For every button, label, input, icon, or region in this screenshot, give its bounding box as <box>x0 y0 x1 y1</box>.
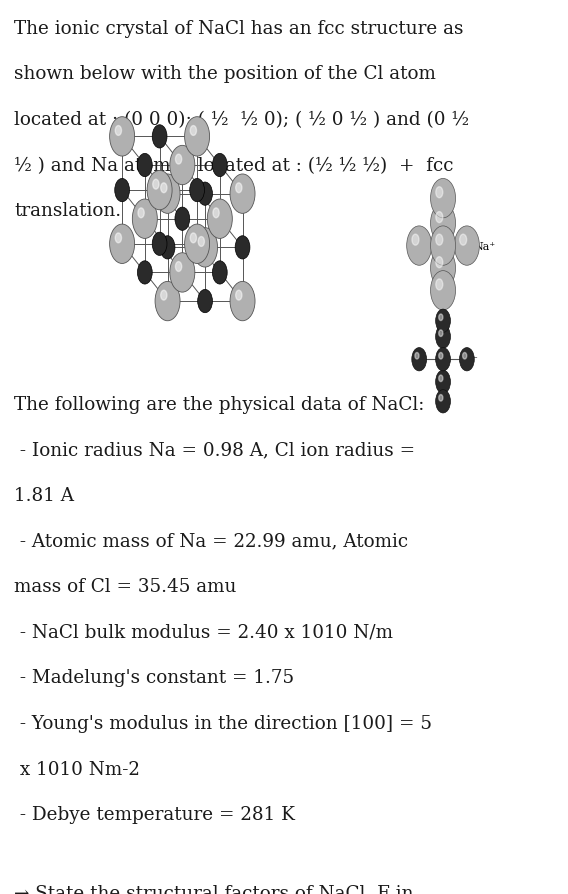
Text: - Young's modulus in the direction [100] = 5: - Young's modulus in the direction [100]… <box>14 714 432 732</box>
Circle shape <box>185 225 210 265</box>
Circle shape <box>438 395 443 401</box>
Circle shape <box>115 126 122 136</box>
Circle shape <box>152 125 167 148</box>
Text: → State the structural factors of NaCl, F in: → State the structural factors of NaCl, … <box>14 883 414 894</box>
Text: Cl⁻: Cl⁻ <box>460 355 478 365</box>
Text: - NaCl bulk modulus = 2.40 x 1010 N/m: - NaCl bulk modulus = 2.40 x 1010 N/m <box>14 623 393 641</box>
Circle shape <box>153 180 159 190</box>
Circle shape <box>436 325 450 349</box>
Circle shape <box>161 291 167 300</box>
Circle shape <box>175 208 190 231</box>
Circle shape <box>230 175 255 215</box>
Circle shape <box>198 290 212 314</box>
Circle shape <box>230 283 255 322</box>
Circle shape <box>161 183 167 193</box>
Circle shape <box>236 291 242 300</box>
Text: Na⁺: Na⁺ <box>473 241 495 251</box>
Circle shape <box>176 262 182 272</box>
Text: - Debye temperature = 281 K: - Debye temperature = 281 K <box>14 805 295 823</box>
Circle shape <box>147 172 172 210</box>
Text: located at : (0 0 0); ( ½  ½ 0); ( ½ 0 ½ ) and (0 ½: located at : (0 0 0); ( ½ ½ 0); ( ½ 0 ½ … <box>14 111 469 129</box>
Circle shape <box>431 227 456 266</box>
Circle shape <box>110 225 135 265</box>
Circle shape <box>190 126 197 136</box>
Circle shape <box>438 331 443 337</box>
Text: x 1010 Nm-2: x 1010 Nm-2 <box>14 760 140 778</box>
Circle shape <box>185 118 210 157</box>
Circle shape <box>436 188 443 198</box>
Circle shape <box>132 199 157 240</box>
Circle shape <box>235 237 250 260</box>
Text: ½ ) and Na atom is located at : (½ ½ ½)  +  fcc: ½ ) and Na atom is located at : (½ ½ ½) … <box>14 156 454 174</box>
Circle shape <box>207 199 232 240</box>
Circle shape <box>137 262 152 284</box>
Circle shape <box>212 262 227 284</box>
Circle shape <box>438 315 443 321</box>
Circle shape <box>438 375 443 382</box>
Circle shape <box>462 353 467 359</box>
Circle shape <box>115 179 130 203</box>
Circle shape <box>198 183 212 207</box>
Circle shape <box>170 146 195 186</box>
Text: translation.: translation. <box>14 202 122 220</box>
Circle shape <box>110 118 135 157</box>
Circle shape <box>436 213 443 224</box>
Circle shape <box>460 235 467 246</box>
Circle shape <box>436 280 443 291</box>
Circle shape <box>412 235 419 246</box>
Circle shape <box>436 349 450 372</box>
Circle shape <box>170 254 195 293</box>
Circle shape <box>460 349 474 372</box>
Circle shape <box>137 154 152 177</box>
Circle shape <box>190 179 204 203</box>
Circle shape <box>115 233 122 243</box>
Text: - Atomic mass of Na = 22.99 amu, Atomic: - Atomic mass of Na = 22.99 amu, Atomic <box>14 532 408 550</box>
Text: shown below with the position of the Cl atom: shown below with the position of the Cl … <box>14 65 436 83</box>
Text: The following are the physical data of NaCl:: The following are the physical data of N… <box>14 395 424 413</box>
Circle shape <box>160 237 175 260</box>
Circle shape <box>193 229 218 268</box>
Circle shape <box>198 237 204 247</box>
Circle shape <box>212 154 227 177</box>
Circle shape <box>213 208 219 218</box>
Text: - Ionic radius Na = 0.98 A, Cl ion radius =: - Ionic radius Na = 0.98 A, Cl ion radiu… <box>14 441 415 459</box>
Circle shape <box>412 349 427 372</box>
Circle shape <box>155 175 180 215</box>
Text: 1.81 A: 1.81 A <box>14 486 74 504</box>
Text: mass of Cl = 35.45 amu: mass of Cl = 35.45 amu <box>14 578 237 595</box>
Circle shape <box>190 233 197 243</box>
Circle shape <box>436 235 443 246</box>
Text: - Madelung's constant = 1.75: - Madelung's constant = 1.75 <box>14 669 294 687</box>
Circle shape <box>176 155 182 164</box>
Circle shape <box>436 257 443 268</box>
Circle shape <box>431 272 456 311</box>
Circle shape <box>436 310 450 333</box>
Circle shape <box>431 249 456 289</box>
Circle shape <box>155 283 180 322</box>
Circle shape <box>436 371 450 394</box>
Circle shape <box>431 180 456 219</box>
Circle shape <box>236 183 242 193</box>
Circle shape <box>438 353 443 359</box>
Circle shape <box>415 353 419 359</box>
Circle shape <box>407 227 432 266</box>
Circle shape <box>431 204 456 243</box>
Circle shape <box>436 390 450 413</box>
Circle shape <box>454 227 479 266</box>
Text: The ionic crystal of NaCl has an fcc structure as: The ionic crystal of NaCl has an fcc str… <box>14 20 463 38</box>
Circle shape <box>138 208 144 218</box>
Circle shape <box>152 233 167 257</box>
